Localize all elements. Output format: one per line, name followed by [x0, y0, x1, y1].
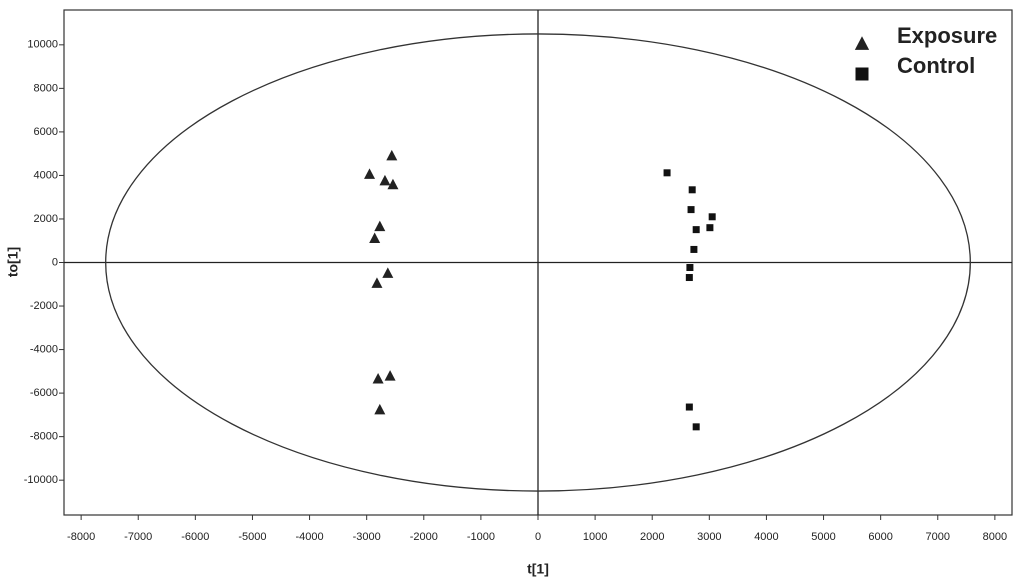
point	[372, 372, 384, 384]
y-tick-label: 10000	[27, 39, 58, 51]
point	[382, 267, 394, 278]
x-tick-label: 1000	[583, 531, 607, 543]
point	[374, 403, 386, 415]
x-tick-label: 4000	[754, 531, 778, 543]
point	[685, 403, 693, 411]
y-tick-label: 2000	[34, 213, 58, 225]
y-tick-label: 8000	[34, 82, 58, 94]
x-tick-label: -8000	[67, 531, 95, 543]
y-tick-label: -2000	[30, 300, 58, 312]
legend-marker	[854, 36, 870, 50]
x-tick-label: 8000	[983, 531, 1007, 543]
point	[708, 213, 716, 221]
hotelling-ellipse	[105, 33, 971, 492]
point	[690, 245, 698, 253]
y-tick-label: 6000	[34, 126, 58, 138]
y-tick-label: -4000	[30, 343, 58, 355]
point	[706, 224, 714, 232]
y-tick-label: -6000	[30, 387, 58, 399]
x-tick-label: -2000	[410, 531, 438, 543]
x-tick-label: -4000	[295, 531, 323, 543]
point	[663, 169, 671, 177]
y-axis-label: to[1]	[5, 247, 21, 277]
point	[384, 370, 396, 381]
y-tick-label: 0	[52, 256, 58, 268]
point	[692, 226, 700, 234]
point	[374, 220, 386, 232]
x-tick-label: -6000	[181, 531, 209, 543]
x-tick-label: 2000	[640, 531, 664, 543]
x-tick-label: -3000	[353, 531, 381, 543]
legend-label: Control	[897, 53, 975, 78]
legend-marker	[855, 67, 869, 81]
point	[685, 274, 693, 282]
y-tick-label: -8000	[30, 431, 58, 443]
x-tick-label: -5000	[238, 531, 266, 543]
point	[379, 174, 391, 186]
x-tick-label: 6000	[868, 531, 892, 543]
point	[364, 168, 376, 179]
x-tick-label: 0	[535, 531, 541, 543]
x-tick-label: -7000	[124, 531, 152, 543]
point	[687, 206, 695, 214]
point	[386, 149, 398, 161]
x-tick-label: 7000	[926, 531, 950, 543]
point	[371, 277, 383, 288]
x-tick-label: -1000	[467, 531, 495, 543]
point	[692, 423, 700, 431]
point	[686, 264, 694, 272]
y-tick-label: 4000	[34, 169, 58, 181]
point	[688, 186, 696, 194]
legend-label: Exposure	[897, 23, 997, 48]
x-axis-label: t[1]	[527, 561, 549, 577]
y-tick-label: -10000	[24, 474, 58, 486]
point	[387, 178, 399, 190]
x-tick-label: 3000	[697, 531, 721, 543]
point	[369, 232, 381, 244]
x-tick-label: 5000	[811, 531, 835, 543]
